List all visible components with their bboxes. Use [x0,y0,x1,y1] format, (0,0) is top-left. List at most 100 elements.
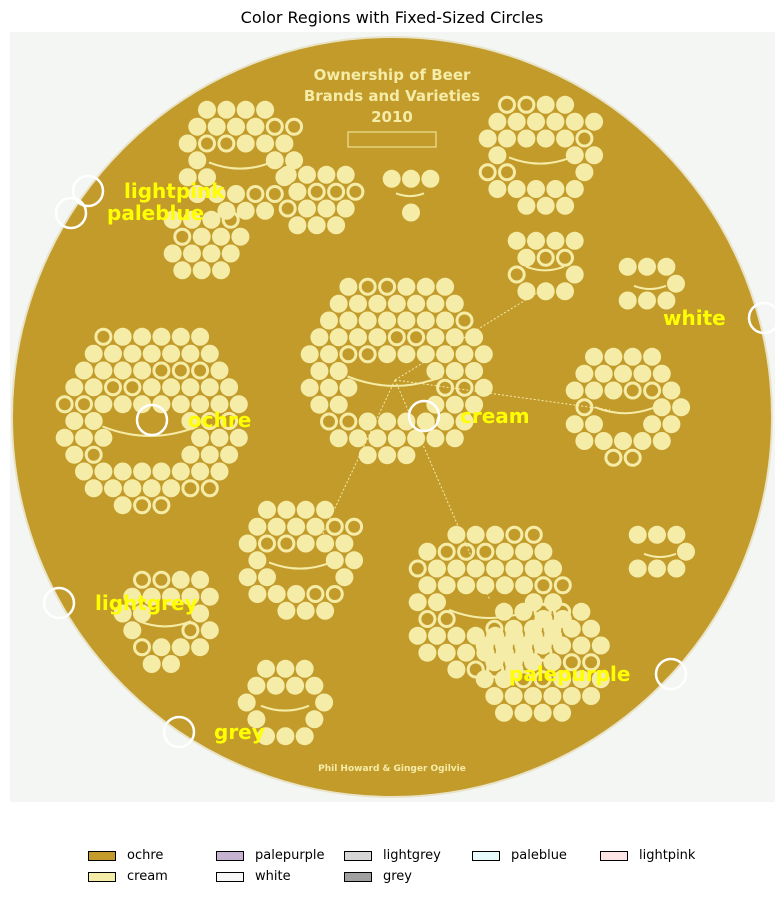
legend-swatch [216,871,244,882]
bubble [474,345,493,364]
bubble-ring [285,117,304,136]
bubble [246,117,265,136]
bubble [247,710,266,729]
bubble [298,165,316,184]
bubble [123,479,142,498]
bubble [202,210,221,229]
bubble [339,277,358,296]
bubble [652,398,671,417]
poster-title-line-3: 2010 [371,108,413,126]
bubble-ring [407,328,426,347]
bubble [368,328,387,347]
bubble [296,500,315,519]
bubble [210,428,229,447]
bubble-cluster [113,570,219,673]
bubble [113,361,132,380]
bubble [445,294,464,313]
bubble-cluster [163,210,250,280]
bubble [565,381,584,400]
bubble-ring [498,163,516,182]
bubble [575,163,594,182]
bubble [387,429,406,448]
bubble [188,151,207,170]
bubble-ring [171,361,190,380]
bubble-ring [133,496,152,515]
bubble [465,395,484,414]
bubble [191,604,210,623]
bubble [162,587,180,606]
bubble [544,593,563,612]
region-label-lightgrey: lightgrey [95,591,198,615]
bubble [672,398,691,417]
bubble [504,619,523,638]
bubble [447,559,466,578]
bubble [572,636,591,655]
bubble-ring [84,445,103,464]
region-marker-ochre [135,403,169,437]
bubble [488,180,507,198]
bubble [517,196,536,215]
bubble [633,364,652,383]
bubble [402,169,420,188]
bubble [582,687,601,705]
bubble [488,146,507,165]
bubble [236,201,255,220]
bubble [475,670,494,689]
bubble [591,636,610,655]
bubble [325,551,344,570]
bubble-ring [221,210,240,229]
bubble [288,182,307,201]
bubble [633,432,652,450]
bubble [428,559,446,578]
bubble [335,568,354,587]
bubble [200,587,219,606]
bubble [307,216,326,235]
bubble [428,593,446,612]
bubble [191,570,210,589]
bubble [445,328,464,347]
bubble [220,378,239,397]
bubble [618,257,637,276]
bubble [524,559,543,578]
bubble-ring [246,185,265,203]
bubble-ring [507,265,526,284]
legend-label: ochre [127,848,164,863]
bubble-cluster [55,327,248,515]
bubble [152,395,171,414]
bubble [514,703,533,722]
bubble-ring [485,619,504,638]
bubble [55,428,74,447]
bubble [329,328,348,347]
bubble [248,585,267,603]
bubble [317,165,336,184]
bubble-ring [418,610,437,628]
bubble-ring [604,448,623,467]
bubble [677,542,695,561]
bubble [298,199,316,218]
bubble [536,196,555,215]
bubble [358,311,377,330]
bubble [652,364,671,383]
bubble [316,500,335,519]
cluster-bowl [525,265,565,272]
cluster-bowl [268,561,332,570]
bubble [94,428,113,447]
bubble [575,364,594,383]
bubble [648,525,666,544]
bubble [517,282,536,301]
bubble [178,168,197,187]
bubble-ring [505,525,524,544]
bubble-cluster [475,602,610,722]
bubble-ring [536,248,555,267]
bubble-ring [455,378,474,397]
bubble [667,274,685,293]
bubble [256,201,275,220]
bubble [171,638,190,657]
bubble [643,415,662,434]
bubble [133,395,152,414]
bubble [604,347,623,366]
bubble [181,445,200,464]
bubble [546,112,565,131]
region-label-palepurple: palepurple [509,662,630,686]
bubble [378,311,397,330]
